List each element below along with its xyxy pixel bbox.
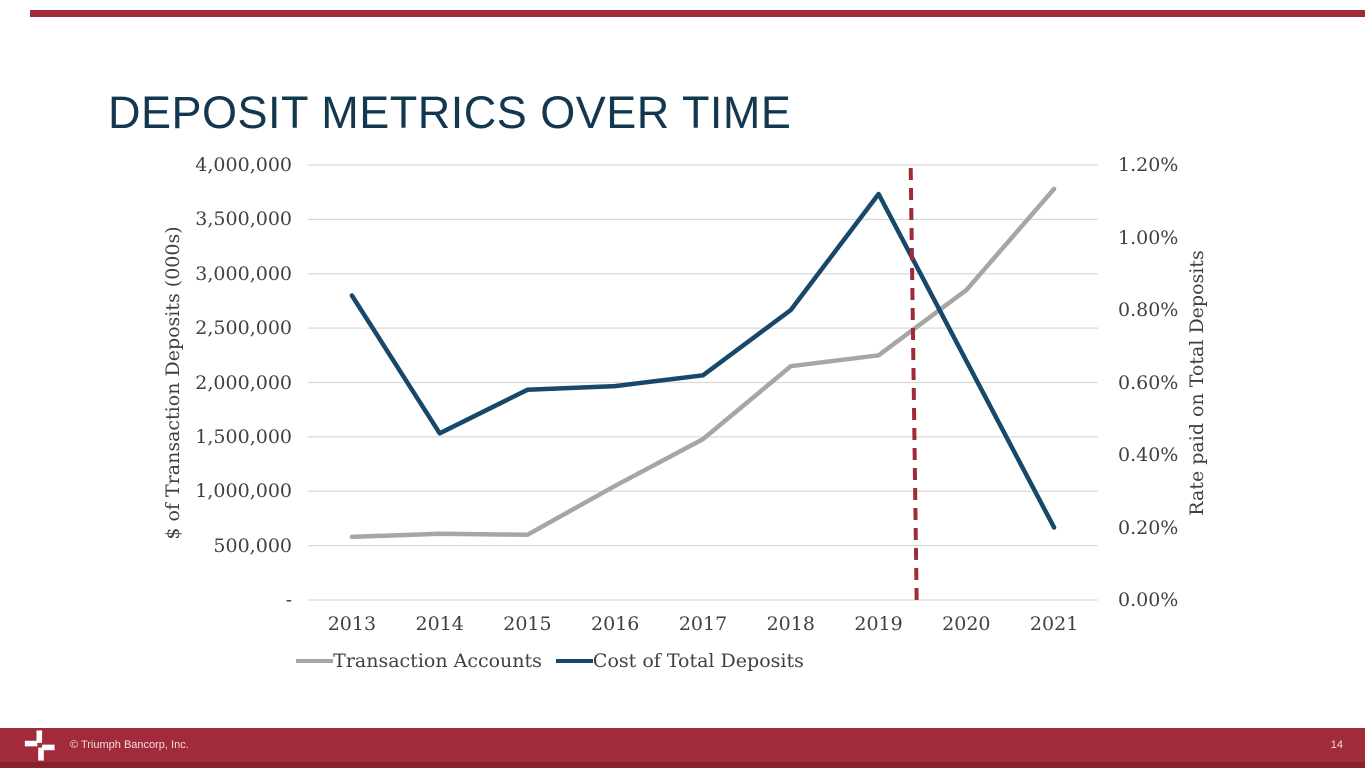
legend-label-cost-of-total-deposits: Cost of Total Deposits <box>592 650 804 672</box>
y-right-tick-label: 0.00% <box>1118 589 1179 611</box>
y-right-tick-label: 0.20% <box>1118 516 1179 539</box>
x-tick-label: 2019 <box>854 613 903 635</box>
transaction-accounts-line <box>349 186 1057 540</box>
x-tick-label: 2016 <box>591 613 640 635</box>
y-left-tick-label: - <box>285 589 292 611</box>
x-tick-label: 2015 <box>503 613 552 635</box>
y-right-tick-label: 0.60% <box>1118 371 1179 394</box>
cost-of-total-deposits-line <box>349 191 1057 530</box>
page-title: DEPOSIT METRICS OVER TIME <box>108 87 792 139</box>
legend-item-cost-of-total-deposits: Cost of Total Deposits <box>555 650 804 672</box>
footer-copyright: © Triumph Bancorp, Inc. <box>70 739 189 751</box>
x-tick-label: 2014 <box>415 613 464 635</box>
page-number: 14 <box>1330 739 1343 751</box>
x-tick-label: 2021 <box>1029 613 1079 635</box>
y-left-tick-label: 3,000,000 <box>195 262 292 285</box>
chart-legend: Transaction Accounts Cost of Total Depos… <box>0 650 1100 672</box>
y-left-tick-label: 3,500,000 <box>195 208 292 231</box>
y-left-tick-label: 2,000,000 <box>195 371 292 394</box>
x-tick-label: 2017 <box>678 613 728 635</box>
y-left-tick-label: 500,000 <box>213 534 292 557</box>
footer-bottom-strip <box>0 762 1365 768</box>
y-left-tick-label: 1,000,000 <box>195 480 292 503</box>
transaction-accounts-swatch <box>296 659 334 663</box>
y-right-tick-label: 0.40% <box>1118 444 1179 466</box>
left-axis-title: $ of Transaction Deposits (000s) <box>162 225 184 540</box>
footer-bar: © Triumph Bancorp, Inc. 14 <box>0 728 1365 768</box>
triumph-cross-logo-icon <box>24 730 55 761</box>
legend-label-transaction-accounts: Transaction Accounts <box>333 650 542 672</box>
y-right-tick-label: 1.20% <box>1118 154 1179 176</box>
annotation-dashed-line <box>908 167 919 604</box>
y-left-tick-label: 2,500,000 <box>195 317 292 340</box>
legend-item-transaction-accounts: Transaction Accounts <box>296 650 542 672</box>
top-accent-bar <box>30 10 1365 17</box>
y-left-tick-label: 4,000,000 <box>195 154 292 176</box>
x-tick-label: 2013 <box>327 613 377 635</box>
y-right-tick-label: 0.80% <box>1118 299 1179 321</box>
x-tick-label: 2018 <box>766 613 815 635</box>
y-left-tick-label: 1,500,000 <box>195 425 292 448</box>
x-tick-label: 2020 <box>942 613 991 635</box>
right-axis-title: Rate paid on Total Deposits <box>1186 249 1208 516</box>
y-right-tick-label: 1.00% <box>1118 226 1179 249</box>
cost-of-total-deposits-swatch <box>555 659 593 663</box>
